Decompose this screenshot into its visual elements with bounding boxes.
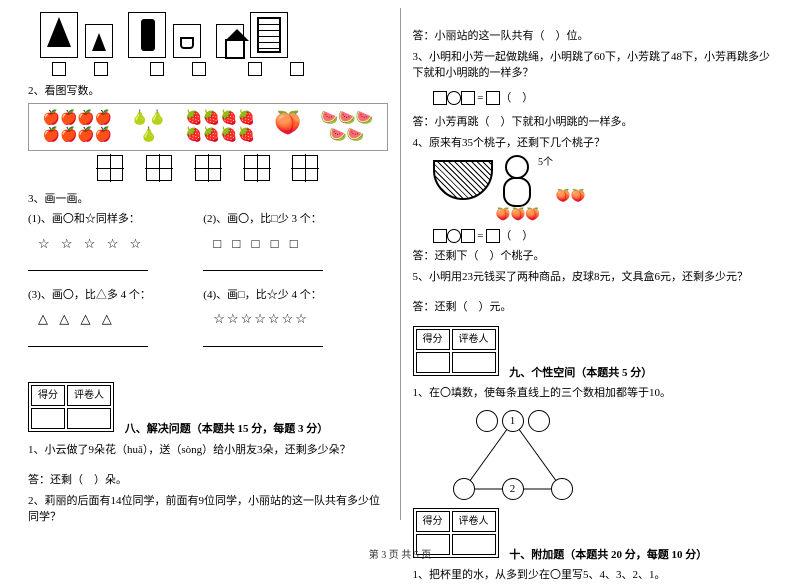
img-cup: [173, 24, 201, 58]
answer-line[interactable]: [28, 257, 148, 271]
grader-label: 评卷人: [67, 385, 111, 406]
monkey-illustration: 5个 🍑🍑 🍑🍑🍑: [433, 155, 773, 224]
q4: 4、原来有35个桃子，还剩下几个桃子？: [413, 135, 773, 152]
q3-4-shapes: ☆☆☆☆☆☆☆: [213, 309, 376, 329]
number-box[interactable]: [244, 155, 270, 181]
score-label: 得分: [416, 329, 450, 350]
q10-1: 1、把杯里的水，从多到少在〇里写5、4、3、2、1。: [413, 567, 773, 584]
worksheet-page: 2、看图写数。 🍎🍎🍎🍎🍎🍎🍎🍎 🍐🍐🍐 🍓🍓🍓🍓🍓🍓🍓🍓 🍑 🍉🍉🍉🍉🍉 3、…: [0, 0, 800, 540]
q3-grid-2: (3)、画〇，比△多 4 个： △ △ △ △ (4)、画□，比☆少 4 个： …: [28, 287, 388, 353]
q5-answer: 答：还剩（ ）元。: [413, 299, 773, 316]
q3-answer: 答：小芳再跳（ ）下就和小明跳的一样多。: [413, 114, 773, 131]
right-column: 答：小丽站的这一队共有（ ）位。 3、小明和小芳一起做跳绳，小明跳了60下，小芳…: [405, 8, 781, 520]
comparison-images: [38, 12, 388, 58]
answer-line[interactable]: [203, 333, 323, 347]
checkbox[interactable]: [290, 62, 304, 76]
fruit-count-box: 🍎🍎🍎🍎🍎🍎🍎🍎 🍐🍐🍐 🍓🍓🍓🍓🍓🍓🍓🍓 🍑 🍉🍉🍉🍉🍉: [28, 103, 388, 151]
q3-2-shapes: □ □ □ □ □: [213, 234, 376, 254]
section-9-header: 得分 评卷人 九、个性空间（本题共 5 分）: [413, 326, 773, 382]
fruit-cell: 🍉🍉🍉🍉🍉: [321, 110, 373, 144]
q3-1-label: (1)、画〇和☆同样多：: [28, 211, 201, 228]
number-box[interactable]: [292, 155, 318, 181]
score-box: 得分 评卷人: [413, 326, 499, 376]
column-divider: [400, 8, 401, 520]
node-blank[interactable]: [551, 478, 573, 500]
q3-right: 3、小明和小芳一起做跳绳，小明跳了60下，小芳跳了48下，小芳再跳多少下就和小明…: [413, 49, 773, 82]
img-tree-small: [85, 24, 113, 58]
section-9-title: 九、个性空间（本题共 5 分）: [509, 367, 652, 379]
number-box[interactable]: [97, 155, 123, 181]
img-tree-big: [40, 12, 78, 58]
q5: 5、小明用23元钱买了两种商品，皮球8元，文具盒6元，还剩多少元？: [413, 269, 773, 286]
answer-line[interactable]: [203, 257, 323, 271]
number-box[interactable]: [146, 155, 172, 181]
page-footer: 第 3 页 共 5 页: [0, 546, 800, 561]
score-label: 得分: [416, 511, 450, 532]
grader-label: 评卷人: [452, 511, 496, 532]
fruit-cell: 🍎🍎🍎🍎🍎🍎🍎🍎: [43, 110, 113, 144]
checkbox[interactable]: [94, 62, 108, 76]
q2-answer: 答：小丽站的这一队共有（ ）位。: [413, 28, 773, 45]
q9-1: 1、在〇填数，使每条直线上的三个数相加都等于10。: [413, 385, 773, 402]
equation-box[interactable]: = （ ）: [433, 90, 773, 107]
q8-2: 2、莉丽的后面有14位同学，前面有9位同学，小丽站的这一队共有多少位同学？: [28, 493, 388, 526]
number-box[interactable]: [195, 155, 221, 181]
peach-count-label: 5个: [538, 157, 553, 168]
triangle-diagram: 1 2: [453, 410, 573, 500]
basket-icon: [433, 160, 493, 200]
img-building: [250, 12, 288, 58]
node-mid: 2: [502, 478, 524, 500]
q3-3-shapes: △ △ △ △: [38, 309, 201, 329]
number-input-row: [28, 155, 388, 187]
node-blank[interactable]: [476, 410, 498, 432]
node-blank[interactable]: [453, 478, 475, 500]
checkbox[interactable]: [52, 62, 66, 76]
fruit-cell: 🍓🍓🍓🍓🍓🍓🍓🍓: [185, 110, 255, 144]
fruit-cell: 🍑: [274, 110, 301, 144]
q3-4-label: (4)、画□，比☆少 4 个：: [203, 287, 376, 304]
img-bottle-big: [128, 12, 166, 58]
q4-answer: 答：还剩下（ ）个桃子。: [413, 248, 773, 265]
left-column: 2、看图写数。 🍎🍎🍎🍎🍎🍎🍎🍎 🍐🍐🍐 🍓🍓🍓🍓🍓🍓🍓🍓 🍑 🍉🍉🍉🍉🍉 3、…: [20, 8, 396, 520]
q8-1: 1、小云做了9朵花（huā），送（sòng）给小朋友3朵，还剩多少朵？: [28, 442, 388, 459]
q3-grid: (1)、画〇和☆同样多： ☆ ☆ ☆ ☆ ☆ (2)、画〇，比□少 3 个： □…: [28, 211, 388, 277]
q2-label: 2、看图写数。: [28, 83, 388, 100]
checkbox-row: [38, 62, 388, 79]
q3-1-shapes: ☆ ☆ ☆ ☆ ☆: [38, 234, 201, 254]
node-blank[interactable]: [528, 410, 550, 432]
img-house: [216, 24, 244, 58]
q8-1-answer: 答：还剩（ ）朵。: [28, 472, 388, 489]
equation-box-2[interactable]: = （ ）: [433, 228, 773, 245]
q3-label: 3、画一画。: [28, 191, 388, 208]
monkey-icon: [495, 155, 535, 205]
checkbox[interactable]: [150, 62, 164, 76]
section-8-header: 得分 评卷人 八、解决问题（本题共 15 分，每题 3 分）: [28, 382, 388, 438]
q3-2-label: (2)、画〇，比□少 3 个：: [203, 211, 376, 228]
score-box: 得分 评卷人: [28, 382, 114, 432]
section-8-title: 八、解决问题（本题共 15 分，每题 3 分）: [125, 423, 329, 435]
checkbox[interactable]: [192, 62, 206, 76]
checkbox[interactable]: [248, 62, 262, 76]
score-label: 得分: [31, 385, 65, 406]
answer-line[interactable]: [28, 333, 148, 347]
grader-label: 评卷人: [452, 329, 496, 350]
node-top: 1: [502, 410, 524, 432]
fruit-cell: 🍐🍐🍐: [131, 110, 166, 144]
q3-3-label: (3)、画〇，比△多 4 个：: [28, 287, 201, 304]
